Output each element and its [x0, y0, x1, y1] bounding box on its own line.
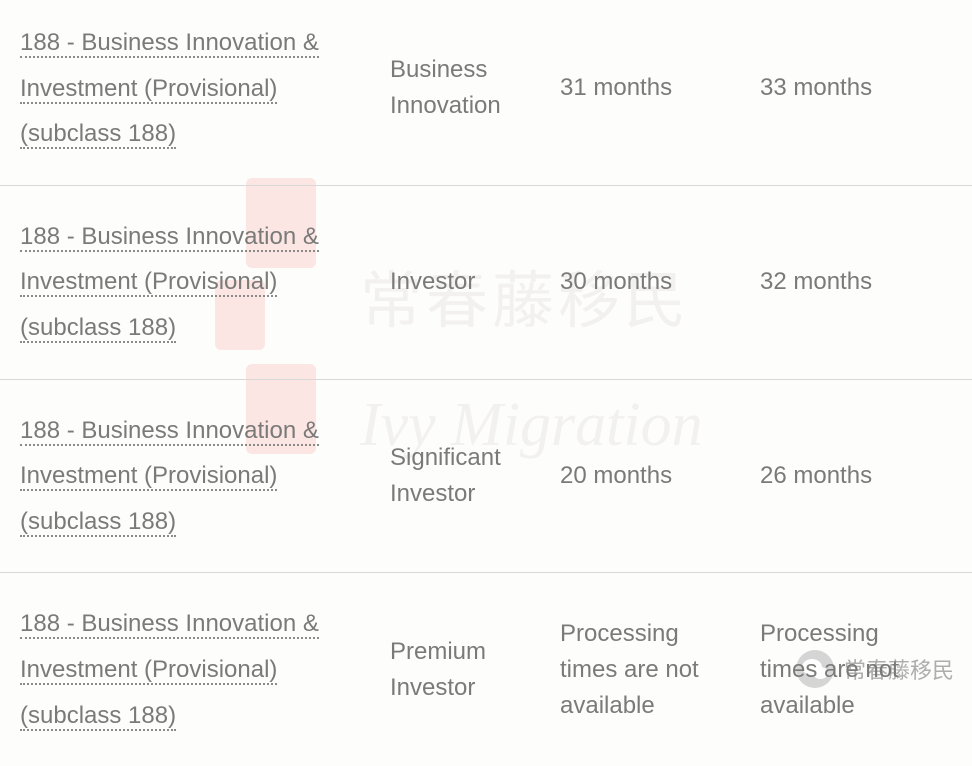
- table-row: 188 - Business Innovation & Investment (…: [0, 380, 972, 574]
- visa-link[interactable]: 188 - Business Innovation & Investment (…: [20, 223, 319, 343]
- table-row: 188 - Business Innovation & Investment (…: [0, 573, 972, 766]
- visa-cell: 188 - Business Innovation & Investment (…: [0, 20, 370, 157]
- table-row: 188 - Business Innovation & Investment (…: [0, 0, 972, 186]
- stream-cell: Significant Investor: [370, 440, 540, 512]
- stream-cell: Investor: [370, 264, 540, 300]
- time1-cell: 20 months: [540, 458, 740, 494]
- time1-cell: Processing times are not available: [540, 616, 740, 724]
- visa-cell: 188 - Business Innovation & Investment (…: [0, 408, 370, 545]
- time2-cell: Processing times are not available: [740, 616, 940, 724]
- time1-cell: 31 months: [540, 70, 740, 106]
- visa-link[interactable]: 188 - Business Innovation & Investment (…: [20, 29, 319, 149]
- time1-cell: 30 months: [540, 264, 740, 300]
- time2-cell: 26 months: [740, 458, 940, 494]
- visa-table: 188 - Business Innovation & Investment (…: [0, 0, 972, 766]
- time2-cell: 33 months: [740, 70, 940, 106]
- visa-cell: 188 - Business Innovation & Investment (…: [0, 601, 370, 738]
- visa-link[interactable]: 188 - Business Innovation & Investment (…: [20, 417, 319, 537]
- visa-cell: 188 - Business Innovation & Investment (…: [0, 214, 370, 351]
- stream-cell: Premium Investor: [370, 634, 540, 706]
- time2-cell: 32 months: [740, 264, 940, 300]
- visa-link[interactable]: 188 - Business Innovation & Investment (…: [20, 610, 319, 730]
- table-row: 188 - Business Innovation & Investment (…: [0, 186, 972, 380]
- stream-cell: Business Innovation: [370, 52, 540, 124]
